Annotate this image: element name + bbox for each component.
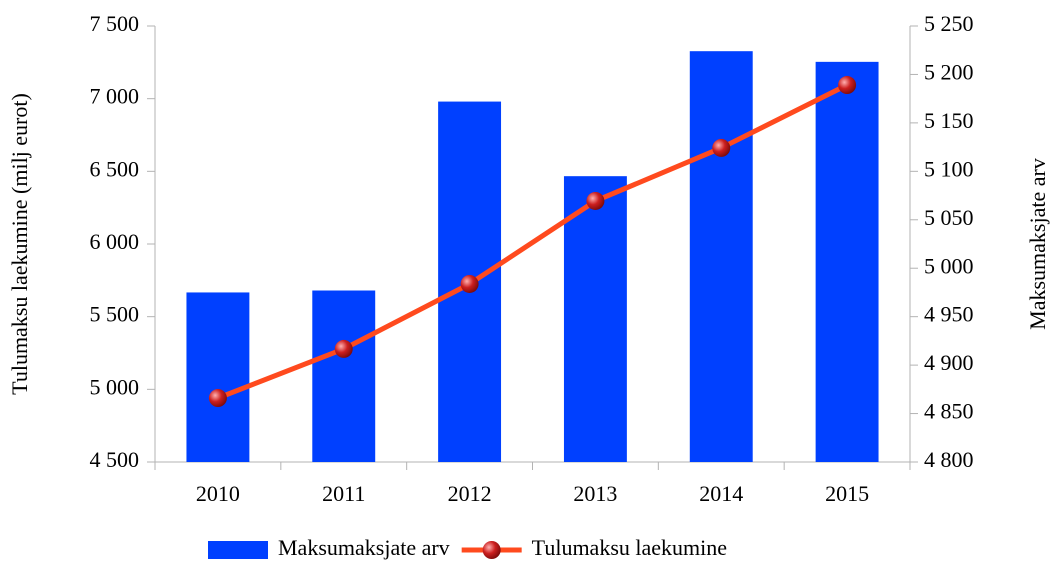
y2-tick-label: 5 100 xyxy=(924,156,974,181)
x-tick-label: 2014 xyxy=(699,481,743,506)
legend-label: Maksumaksjate arv xyxy=(278,535,450,560)
legend-label: Tulumaksu laekumine xyxy=(532,535,727,560)
bar xyxy=(815,61,879,463)
x-tick-label: 2010 xyxy=(196,481,240,506)
y2-tick-label: 5 200 xyxy=(924,59,974,84)
line xyxy=(217,82,849,401)
y-tick-label: 5 500 xyxy=(90,302,140,327)
marker xyxy=(712,138,731,157)
marker xyxy=(208,389,227,408)
y2-tick-label: 5 050 xyxy=(924,205,974,230)
x-tick-label: 2012 xyxy=(448,481,492,506)
y-tick-label: 4 500 xyxy=(90,447,140,472)
y2-tick-label: 4 800 xyxy=(924,447,974,472)
marker xyxy=(460,274,479,293)
y-tick-label: 5 000 xyxy=(90,374,140,399)
marker xyxy=(838,76,857,95)
marker xyxy=(586,191,605,210)
y2-tick-label: 4 950 xyxy=(924,302,974,327)
y2-tick-label: 4 850 xyxy=(924,399,974,424)
x-tick-label: 2015 xyxy=(825,481,869,506)
legend-marker xyxy=(482,541,501,559)
y-tick-label: 7 000 xyxy=(90,84,140,109)
x-tick-label: 2013 xyxy=(573,481,617,506)
y-tick-label: 6 500 xyxy=(90,156,140,181)
bar xyxy=(689,51,753,463)
y2-tick-label: 5 150 xyxy=(924,108,974,133)
bar xyxy=(312,290,376,462)
marker xyxy=(334,339,353,358)
legend-swatch xyxy=(208,541,268,559)
y2-tick-label: 4 900 xyxy=(924,350,974,375)
y-tick-label: 7 500 xyxy=(90,11,140,36)
y-tick-label: 6 000 xyxy=(90,229,140,254)
bar xyxy=(563,176,627,462)
bar xyxy=(186,292,250,462)
y2-tick-label: 5 250 xyxy=(924,11,974,36)
y2-tick-label: 5 000 xyxy=(924,253,974,278)
x-tick-label: 2011 xyxy=(322,481,365,506)
y2-axis-label: Maksumaksjate arv xyxy=(1025,158,1050,330)
y-axis-label: Tulumaksu laekumine (milj eurot) xyxy=(7,93,32,395)
